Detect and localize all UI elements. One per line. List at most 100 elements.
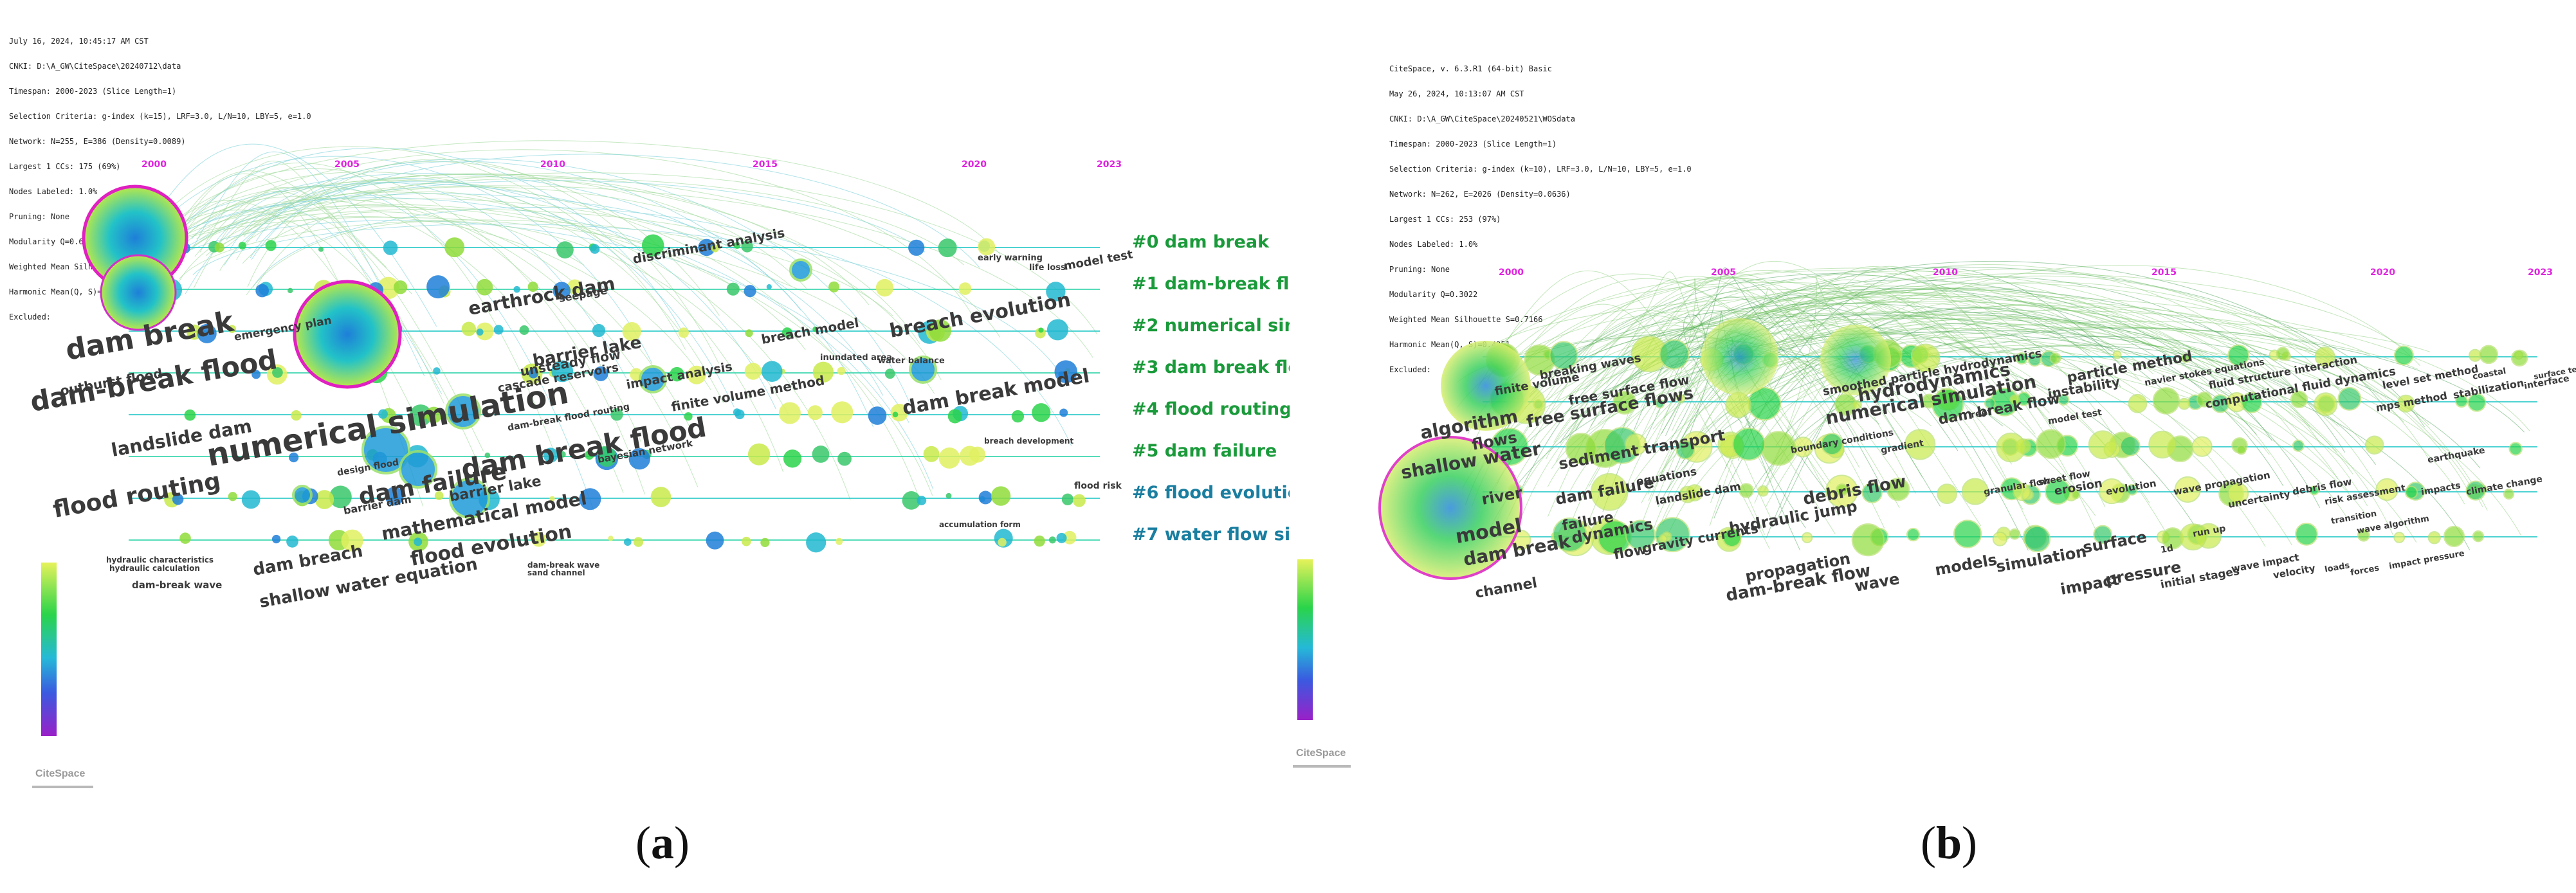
keyword-label: dam-break wave bbox=[527, 561, 599, 570]
hub-node-sph bbox=[1820, 325, 1891, 395]
keyword-node bbox=[214, 242, 224, 253]
citation-arc bbox=[1539, 296, 2013, 465]
keyword-node bbox=[641, 234, 664, 257]
citation-arc bbox=[1733, 347, 2417, 543]
keyword-node bbox=[543, 447, 558, 463]
keyword-node bbox=[831, 401, 854, 424]
keyword-node bbox=[978, 491, 992, 505]
keyword-node bbox=[228, 325, 237, 334]
keyword-node bbox=[2015, 352, 2028, 365]
hub-node-dam-break-flood bbox=[100, 254, 177, 331]
citation-arc bbox=[1616, 280, 2272, 441]
panel-b: CiteSpace, v. 6.3.R1 (64-bit) Basic May … bbox=[1290, 0, 2576, 893]
citation-arc bbox=[1764, 301, 2036, 482]
keyword-label: water balance bbox=[878, 356, 945, 366]
cluster-label: #4 flood routing bbox=[1132, 399, 1290, 419]
keyword-node bbox=[1725, 392, 1751, 419]
citation-arc bbox=[1736, 327, 2418, 404]
citation-arc bbox=[1553, 294, 2214, 443]
year-label: 2015 bbox=[753, 159, 778, 170]
year-label: 2020 bbox=[2370, 267, 2395, 278]
network-summary-a: July 16, 2024, 10:45:17 AM CST CNKI: D:\… bbox=[9, 21, 311, 338]
keyword-node bbox=[958, 282, 972, 295]
keyword-node bbox=[383, 240, 398, 255]
network-summary-b: CiteSpace, v. 6.3.R1 (64-bit) Basic May … bbox=[1389, 48, 1692, 391]
keyword-node bbox=[2174, 476, 2201, 503]
keyword-node bbox=[1722, 528, 1742, 548]
keyword-node bbox=[378, 409, 388, 419]
keyword-node bbox=[2013, 482, 2031, 501]
year-label: 2010 bbox=[540, 159, 565, 170]
keyword-node bbox=[2045, 478, 2071, 505]
keyword-node bbox=[1835, 483, 1849, 496]
keyword-node bbox=[1686, 484, 1704, 501]
keyword-label: forces bbox=[2350, 563, 2380, 578]
keyword-node bbox=[1658, 534, 1668, 544]
keyword-node bbox=[292, 485, 313, 505]
citation-arc bbox=[1492, 273, 1885, 529]
keyword-node bbox=[1757, 485, 1769, 497]
keyword-node bbox=[998, 537, 1007, 547]
citation-arc bbox=[1497, 300, 2465, 505]
citation-arc bbox=[1629, 313, 1840, 516]
keyword-node bbox=[341, 529, 363, 552]
meta-line: Excluded: bbox=[1389, 365, 1432, 374]
keyword-node bbox=[1996, 432, 2026, 463]
keyword-node bbox=[2290, 390, 2308, 408]
citation-arc bbox=[1506, 266, 2425, 431]
citation-arc bbox=[1652, 302, 2469, 532]
citation-arc bbox=[1506, 267, 2191, 383]
keyword-label: model test bbox=[1063, 248, 1134, 273]
caption-letter: a bbox=[651, 817, 674, 869]
keyword-node bbox=[361, 426, 410, 474]
keyword-node bbox=[2364, 435, 2384, 455]
keyword-node bbox=[1063, 530, 1077, 545]
year-color-legend bbox=[1297, 559, 1313, 720]
meta-line: Selection Criteria: g-index (k=15), LRF=… bbox=[9, 112, 311, 121]
keyword-node bbox=[2314, 346, 2335, 367]
timeline-graph-b: 2000 2005 2010 2015 2020 2023 algorithm … bbox=[1297, 260, 2576, 720]
keyword-node bbox=[1961, 478, 1989, 505]
keyword-node bbox=[908, 239, 925, 256]
keyword-node bbox=[2503, 488, 2515, 500]
citation-arc bbox=[1659, 316, 2224, 526]
meta-line: Largest 1 CCs: 253 (97%) bbox=[1389, 215, 1501, 224]
citation-arc bbox=[142, 146, 686, 350]
meta-line: Largest 1 CCs: 175 (69%) bbox=[9, 162, 121, 171]
citation-arc bbox=[1737, 267, 2123, 461]
keyword-node bbox=[2099, 478, 2125, 505]
meta-line: Nodes Labeled: 1.0% bbox=[1389, 240, 1478, 249]
keyword-node bbox=[2292, 439, 2305, 452]
keyword-node bbox=[1739, 483, 1754, 498]
keyword-node bbox=[2009, 528, 2021, 540]
keyword-label: loads bbox=[2324, 561, 2350, 575]
keyword-node bbox=[836, 537, 843, 545]
keyword-node bbox=[789, 258, 812, 282]
keyword-node bbox=[2179, 523, 2207, 551]
keyword-node bbox=[628, 448, 650, 470]
citation-arc bbox=[224, 213, 484, 452]
keyword-node bbox=[745, 329, 753, 338]
keyword-node bbox=[2071, 490, 2081, 500]
keyword-node bbox=[1032, 403, 1051, 422]
keyword-node bbox=[385, 487, 404, 506]
keyword-node bbox=[2196, 392, 2213, 408]
keyword-node bbox=[172, 493, 184, 505]
meta-line: Excluded: bbox=[9, 312, 51, 321]
citation-arc bbox=[1569, 323, 2244, 491]
citation-arc bbox=[246, 221, 790, 417]
keyword-node bbox=[828, 281, 840, 293]
hub-node-model bbox=[1378, 436, 1522, 580]
keyword-node bbox=[2023, 525, 2051, 553]
meta-line: Pruning: None bbox=[9, 212, 69, 221]
keyword-node bbox=[2036, 429, 2066, 459]
keyword-label: breach development bbox=[984, 437, 1073, 446]
keyword-node bbox=[969, 446, 986, 463]
meta-line: Pruning: None bbox=[1389, 265, 1450, 274]
keyword-node bbox=[610, 408, 623, 421]
keyword-node bbox=[1676, 440, 1695, 460]
keyword-node bbox=[409, 404, 432, 427]
keyword-node bbox=[315, 490, 334, 509]
keyword-node bbox=[2148, 430, 2177, 459]
keyword-node bbox=[670, 366, 684, 382]
